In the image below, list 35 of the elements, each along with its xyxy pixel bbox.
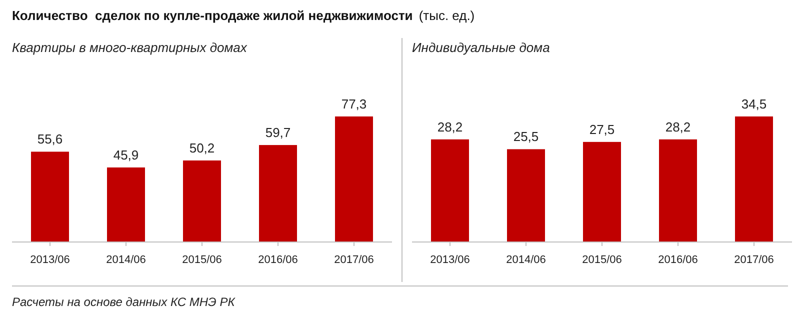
x-tick-label: 2014/06 [106,254,146,266]
data-label: 28,2 [665,119,691,134]
text: Расчеты на основе данных КС МНЭ РК [12,295,236,309]
x-tick-label: 2013/06 [30,254,70,266]
text: (тыс. ед.) [418,8,475,23]
data-label: 59,7 [265,125,291,140]
x-tick-label: 2017/06 [734,254,774,266]
bar [259,145,297,242]
bar [431,139,469,242]
bar [335,116,373,242]
x-tick-label: 2016/06 [658,254,698,266]
data-label: 28,2 [437,119,463,134]
data-label: 45,9 [113,147,139,162]
data-label: 25,5 [513,129,539,144]
x-tick-label: 2017/06 [334,254,374,266]
bar [659,139,697,242]
data-label: 77,3 [341,96,367,112]
x-tick-label: 2014/06 [506,254,546,266]
x-tick-label: 2015/06 [582,254,622,266]
data-label: 55,6 [37,132,63,147]
bar [107,167,145,242]
bar [583,142,621,242]
x-tick-label: 2016/06 [258,254,298,266]
data-label: 27,5 [589,122,615,137]
x-tick-label: 2013/06 [430,254,470,266]
bar [183,160,221,242]
data-label: 50,2 [189,140,215,156]
text: Количество сделок по купле-продаже жилой неджвижимости [12,8,413,23]
x-tick-label: 2015/06 [182,254,222,266]
bar [31,152,69,242]
bar [735,116,773,242]
chart-title: Квартиры в много-квартирных домах [12,40,248,55]
chart-title: Индивидуальные дома [412,40,550,55]
data-label: 34,5 [741,96,767,112]
bar [507,149,545,242]
